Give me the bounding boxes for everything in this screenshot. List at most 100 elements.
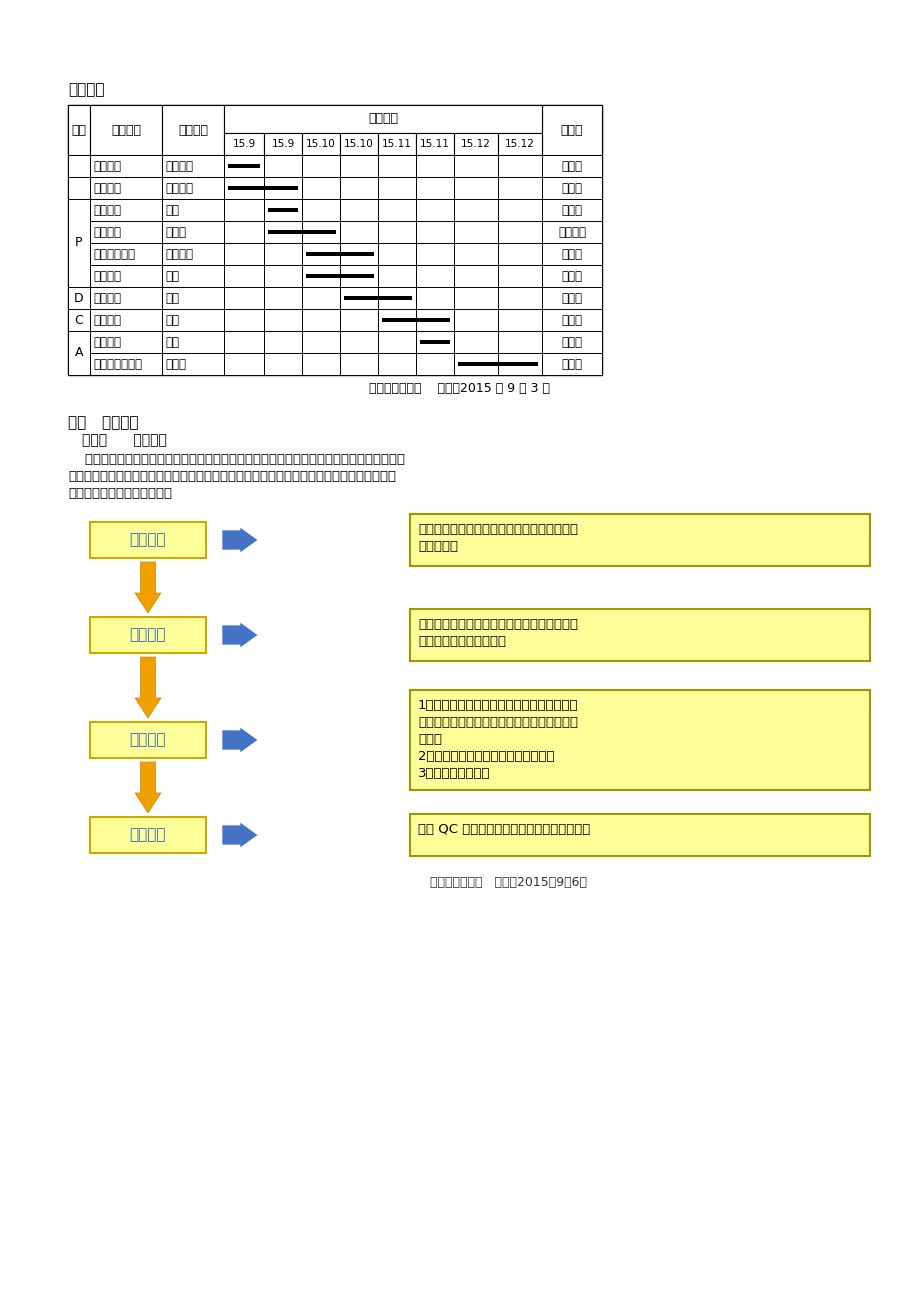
Bar: [415, 353, 453, 375]
Text: 较大。: 较大。: [417, 733, 441, 746]
Text: 三、   选择课题: 三、 选择课题: [68, 415, 139, 430]
Bar: [344, 296, 412, 299]
Bar: [223, 353, 264, 375]
Text: 的因素较多，在此条件下满足设计要求的难度: 的因素较多，在此条件下满足设计要求的难度: [417, 716, 577, 729]
Text: 15.10: 15.10: [344, 139, 373, 148]
Text: 3、施工工期紧张。: 3、施工工期紧张。: [417, 767, 490, 780]
FancyArrow shape: [221, 622, 257, 648]
Bar: [541, 199, 601, 221]
Bar: [497, 353, 541, 375]
Bar: [223, 199, 264, 221]
Bar: [340, 243, 378, 266]
Bar: [378, 221, 415, 243]
Bar: [68, 331, 90, 375]
Text: 王小玉: 王小玉: [561, 314, 582, 327]
Text: 好储罐的内外防腐特别重要。: 好储罐的内外防腐特别重要。: [68, 487, 172, 500]
Bar: [541, 105, 601, 155]
Bar: [301, 309, 340, 331]
Bar: [68, 155, 90, 177]
Bar: [301, 177, 340, 199]
Text: 王乃辉: 王乃辉: [561, 203, 582, 216]
Bar: [68, 177, 90, 199]
Text: 图表文字: 图表文字: [165, 181, 193, 194]
Text: 求就是公司对项目的要求: 求就是公司对项目的要求: [417, 635, 505, 648]
Text: 1、储罐直径较大，高度较高，影响防腐质量: 1、储罐直径较大，高度较高，影响防腐质量: [417, 699, 578, 712]
Text: 制定对策: 制定对策: [93, 270, 121, 283]
Text: 15.10: 15.10: [306, 139, 335, 148]
Text: 业主要求: 业主要求: [130, 533, 166, 548]
Bar: [541, 266, 601, 286]
Bar: [68, 199, 90, 286]
Bar: [264, 199, 301, 221]
Bar: [378, 331, 415, 353]
Bar: [90, 617, 206, 654]
Text: 赵考卿: 赵考卿: [561, 270, 582, 283]
Bar: [162, 177, 223, 199]
Bar: [264, 286, 301, 309]
Bar: [306, 253, 374, 256]
Bar: [420, 340, 449, 344]
Bar: [301, 353, 340, 375]
Bar: [415, 309, 453, 331]
Text: 保证工程质量是公司一直秉承的理念，业主要: 保证工程质量是公司一直秉承的理念，业主要: [417, 618, 577, 631]
Bar: [68, 331, 90, 353]
Bar: [541, 177, 601, 199]
Bar: [68, 309, 90, 331]
Bar: [90, 155, 162, 177]
Bar: [90, 309, 162, 331]
Bar: [453, 177, 497, 199]
Bar: [90, 723, 206, 758]
Text: P: P: [75, 237, 83, 250]
Bar: [453, 266, 497, 286]
Bar: [90, 286, 162, 309]
Bar: [162, 105, 223, 155]
Text: 图表文字: 图表文字: [165, 160, 193, 172]
Bar: [68, 199, 90, 221]
Bar: [264, 331, 301, 353]
Text: A: A: [74, 346, 83, 359]
Text: 15.9: 15.9: [233, 139, 255, 148]
FancyArrow shape: [135, 658, 161, 717]
Text: 调查表图: 调查表图: [165, 247, 193, 260]
Text: 阶段: 阶段: [72, 124, 86, 137]
Text: 制表人：隋爱娣   日期：2015年9月6日: 制表人：隋爱娣 日期：2015年9月6日: [429, 876, 586, 889]
Bar: [68, 353, 90, 375]
Text: 现状调查: 现状调查: [93, 181, 121, 194]
Bar: [264, 243, 301, 266]
Bar: [415, 155, 453, 177]
Bar: [223, 133, 264, 155]
Text: 现场问题: 现场问题: [130, 733, 166, 747]
Text: 隋爱娣: 隋爱娣: [561, 292, 582, 305]
Text: 文字: 文字: [165, 336, 179, 349]
Bar: [541, 286, 601, 309]
Text: 雷达图: 雷达图: [165, 358, 186, 371]
Bar: [301, 286, 340, 309]
Text: 15.9: 15.9: [271, 139, 294, 148]
Text: 实施对策: 实施对策: [93, 292, 121, 305]
Bar: [223, 331, 264, 353]
Bar: [453, 286, 497, 309]
Bar: [415, 199, 453, 221]
Bar: [378, 199, 415, 221]
Text: 赵韶嘉: 赵韶嘉: [561, 160, 582, 172]
Bar: [90, 177, 162, 199]
Bar: [453, 309, 497, 331]
Text: 确定主要原因: 确定主要原因: [93, 247, 135, 260]
Bar: [497, 199, 541, 221]
Bar: [410, 814, 869, 855]
Bar: [381, 318, 449, 322]
Bar: [378, 155, 415, 177]
Bar: [162, 221, 223, 243]
Text: 随着社会的不断发展，石油化工、军事、航空、垃圾处理等行业的立式储罐的应用越来越广: 随着社会的不断发展，石油化工、军事、航空、垃圾处理等行业的立式储罐的应用越来越广: [68, 453, 404, 466]
Text: 外防腐质量: 外防腐质量: [417, 540, 458, 553]
Bar: [68, 221, 90, 243]
FancyArrow shape: [135, 562, 161, 613]
Bar: [223, 177, 264, 199]
Bar: [90, 331, 162, 353]
Bar: [301, 221, 340, 243]
Text: 张连永: 张连永: [561, 247, 582, 260]
Bar: [162, 286, 223, 309]
Bar: [301, 133, 340, 155]
Bar: [340, 199, 378, 221]
Text: 选择课题: 选择课题: [93, 160, 121, 172]
